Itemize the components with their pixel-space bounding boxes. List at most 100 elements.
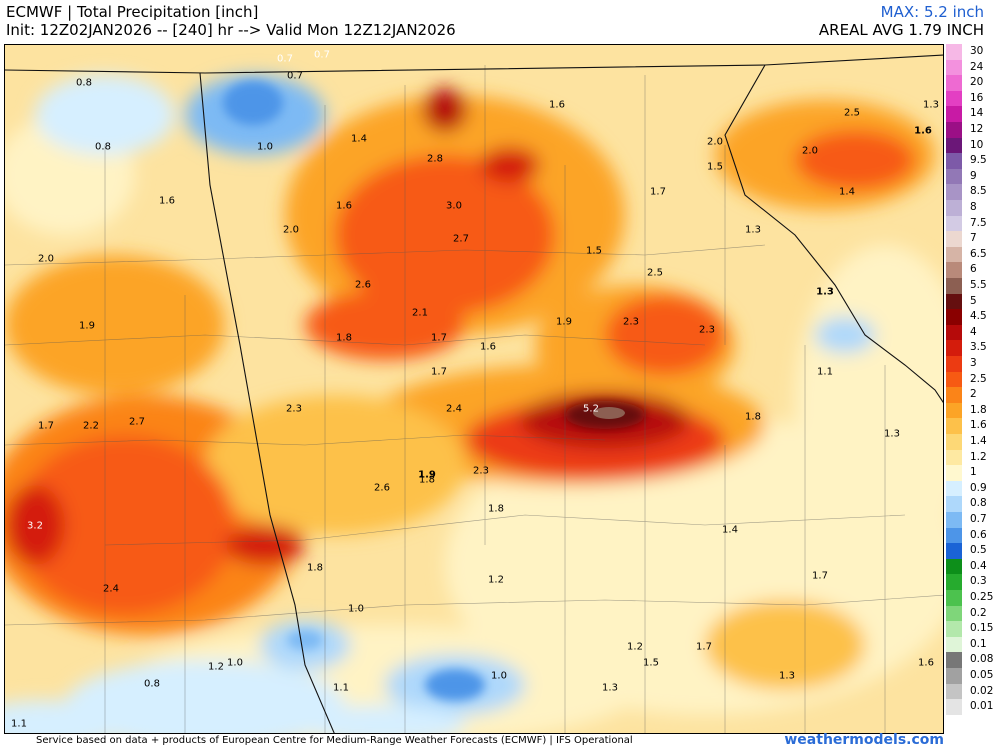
legend-entry: 5.5 <box>946 278 1000 294</box>
legend-label: 3.5 <box>970 341 987 354</box>
legend-label: 4.5 <box>970 310 987 323</box>
legend-label: 0.1 <box>970 637 987 650</box>
precip-value-label: 1.3 <box>745 224 761 236</box>
legend-label: 0.3 <box>970 575 987 588</box>
precipitation-map: 0.8 0.7 0.7 0.7 0.8 1.0 1.4 1.6 2.5 1.3 1.6 2.0 2.0 2… <box>4 44 944 734</box>
legend-swatch <box>946 652 962 668</box>
legend-label: 2 <box>970 388 977 401</box>
footer-credit: Service based on data + products of Euro… <box>36 735 633 746</box>
precip-value-label: 0.7 <box>314 49 330 61</box>
legend-swatch <box>946 106 962 122</box>
legend-label: 1.4 <box>970 435 987 447</box>
map-field <box>5 45 943 733</box>
precip-value-label: 2.3 <box>286 403 302 415</box>
legend-label: 8.5 <box>970 185 987 198</box>
legend-label: 0.9 <box>970 481 987 494</box>
legend-label: 7 <box>970 232 977 245</box>
map-title: ECMWF | Total Precipitation [inch] <box>6 3 259 21</box>
precip-value-label: 2.0 <box>38 253 54 265</box>
areal-avg-label: AREAL AVG 1.79 INCH <box>818 21 984 39</box>
precip-value-label: 1.7 <box>38 420 54 432</box>
precip-value-label: 1.9 <box>79 320 95 332</box>
legend-swatch <box>946 200 962 216</box>
max-core <box>593 407 625 419</box>
legend-entry: 0.25 <box>946 590 1000 606</box>
legend-entry: 0.6 <box>946 527 1000 544</box>
legend-entry: 0.4 <box>946 558 1000 575</box>
legend-entry: 8.5 <box>946 184 1000 200</box>
legend-swatch <box>946 402 962 419</box>
legend-label: 0.15 <box>970 622 994 635</box>
precip-value-label: 1.6 <box>918 657 934 669</box>
precip-value-label: 1.0 <box>257 141 273 153</box>
legend-swatch <box>946 75 962 91</box>
legend-entry: 5 <box>946 293 1000 310</box>
legend-swatch <box>946 59 962 76</box>
precip-value-label: 1.6 <box>914 125 932 137</box>
legend-entry: 14 <box>946 106 1000 122</box>
precip-value-label: 1.7 <box>696 641 712 653</box>
legend-label: 0.4 <box>970 559 987 572</box>
brand-link[interactable]: weathermodels.com <box>784 732 944 748</box>
legend-entry: 0.05 <box>946 668 1000 684</box>
precip-value-label: 2.2 <box>83 420 99 432</box>
precip-value-label: 1.0 <box>227 657 243 669</box>
precip-value-label: 1.4 <box>839 186 855 198</box>
legend-entry: 2 <box>946 387 1000 403</box>
legend-entry: 24 <box>946 59 1000 76</box>
legend-entry: 4.5 <box>946 309 1000 325</box>
legend-swatch <box>946 434 962 450</box>
precip-value-label: 2.3 <box>623 316 639 328</box>
precip-value-label: 2.0 <box>707 136 723 148</box>
precip-value-label: 1.1 <box>817 366 833 378</box>
legend-swatch <box>946 480 962 497</box>
legend-label: 0.2 <box>970 606 987 619</box>
legend-swatch <box>946 418 962 434</box>
map-subtitle: Init: 12Z02JAN2026 -- [240] hr --> Valid… <box>6 21 456 39</box>
legend-entry: 4 <box>946 324 1000 341</box>
legend-swatch <box>946 621 962 637</box>
legend-swatch <box>946 231 962 247</box>
legend-label: 9 <box>970 169 977 182</box>
legend-entry: 0.01 <box>946 699 1000 715</box>
precip-value-label: 1.3 <box>602 682 618 694</box>
legend-swatch <box>946 246 962 263</box>
precip-value-label: 1.0 <box>348 603 364 615</box>
legend-swatch <box>946 574 962 590</box>
precip-value-label: 1.1 <box>11 718 27 730</box>
precip-value-label: 2.8 <box>427 153 443 165</box>
legend-label: 0.02 <box>970 684 994 697</box>
precip-value-label: 1.2 <box>208 661 224 673</box>
precip-value-label: 1.6 <box>159 195 175 207</box>
legend-swatch <box>946 168 962 185</box>
legend-swatch <box>946 184 962 200</box>
precip-value-label: 1.7 <box>812 570 828 582</box>
precip-value-label: 1.3 <box>884 428 900 440</box>
legend-swatch <box>946 605 962 622</box>
legend-swatch <box>946 122 962 138</box>
precip-value-label: 2.6 <box>355 279 371 291</box>
legend-entry: 0.9 <box>946 480 1000 497</box>
precip-value-label: 1.5 <box>707 161 723 173</box>
legend-entry: 0.15 <box>946 621 1000 637</box>
legend-swatch <box>946 324 962 341</box>
legend-entry: 0.7 <box>946 512 1000 528</box>
precip-value-label: 0.7 <box>287 70 303 82</box>
precip-value-label: 2.5 <box>647 267 663 279</box>
color-legend: 30 24 20 16 14 12 10 9.5 9 8.5 8 7.5 7 6.5 6 5.5 5 4.5 4 3.… <box>946 44 1000 744</box>
legend-label: 2.5 <box>970 372 987 385</box>
precip-value-label: 1.3 <box>816 286 834 298</box>
legend-label: 8 <box>970 201 977 213</box>
legend-label: 10 <box>970 138 984 151</box>
legend-entry: 0.1 <box>946 636 1000 653</box>
precip-value-label: 1.7 <box>431 366 447 378</box>
legend-swatch <box>946 496 962 512</box>
precip-value-label: 1.6 <box>336 200 352 212</box>
precip-value-label: 1.8 <box>307 562 323 574</box>
precip-value-label: 1.9 <box>556 316 572 328</box>
legend-label: 0.8 <box>970 497 987 510</box>
precip-value-label: 1.0 <box>491 670 507 682</box>
precip-value-label: 1.4 <box>351 133 367 145</box>
legend-label: 4 <box>970 325 977 338</box>
legend-label: 14 <box>970 107 984 120</box>
